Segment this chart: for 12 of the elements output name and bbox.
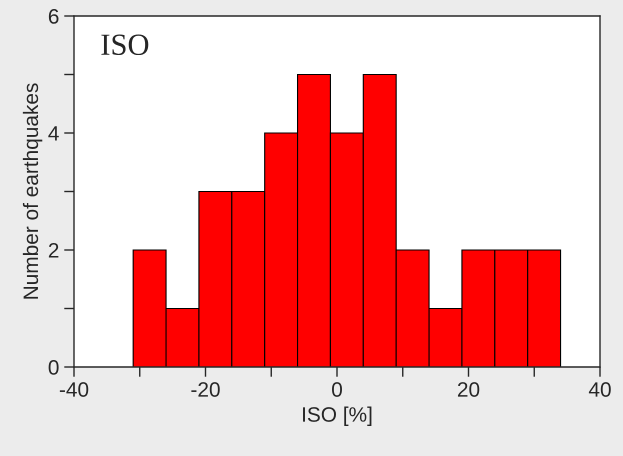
y-tick-label: 4 xyxy=(48,126,59,141)
x-tick-label: 0 xyxy=(332,382,342,397)
y-tick-label: 2 xyxy=(48,243,58,258)
x-tick-label: 20 xyxy=(458,382,480,397)
x-tick-label: -40 xyxy=(60,382,88,397)
y-axis-title: Number of earthquakes xyxy=(22,83,42,299)
x-tick-label: 40 xyxy=(588,382,611,397)
x-axis-title: ISO [%] xyxy=(303,406,372,426)
x-tick-label: -20 xyxy=(191,382,220,397)
y-tick-label: 6 xyxy=(48,9,58,24)
y-tick-label: 0 xyxy=(48,360,59,375)
annotation: ISO xyxy=(101,34,148,56)
